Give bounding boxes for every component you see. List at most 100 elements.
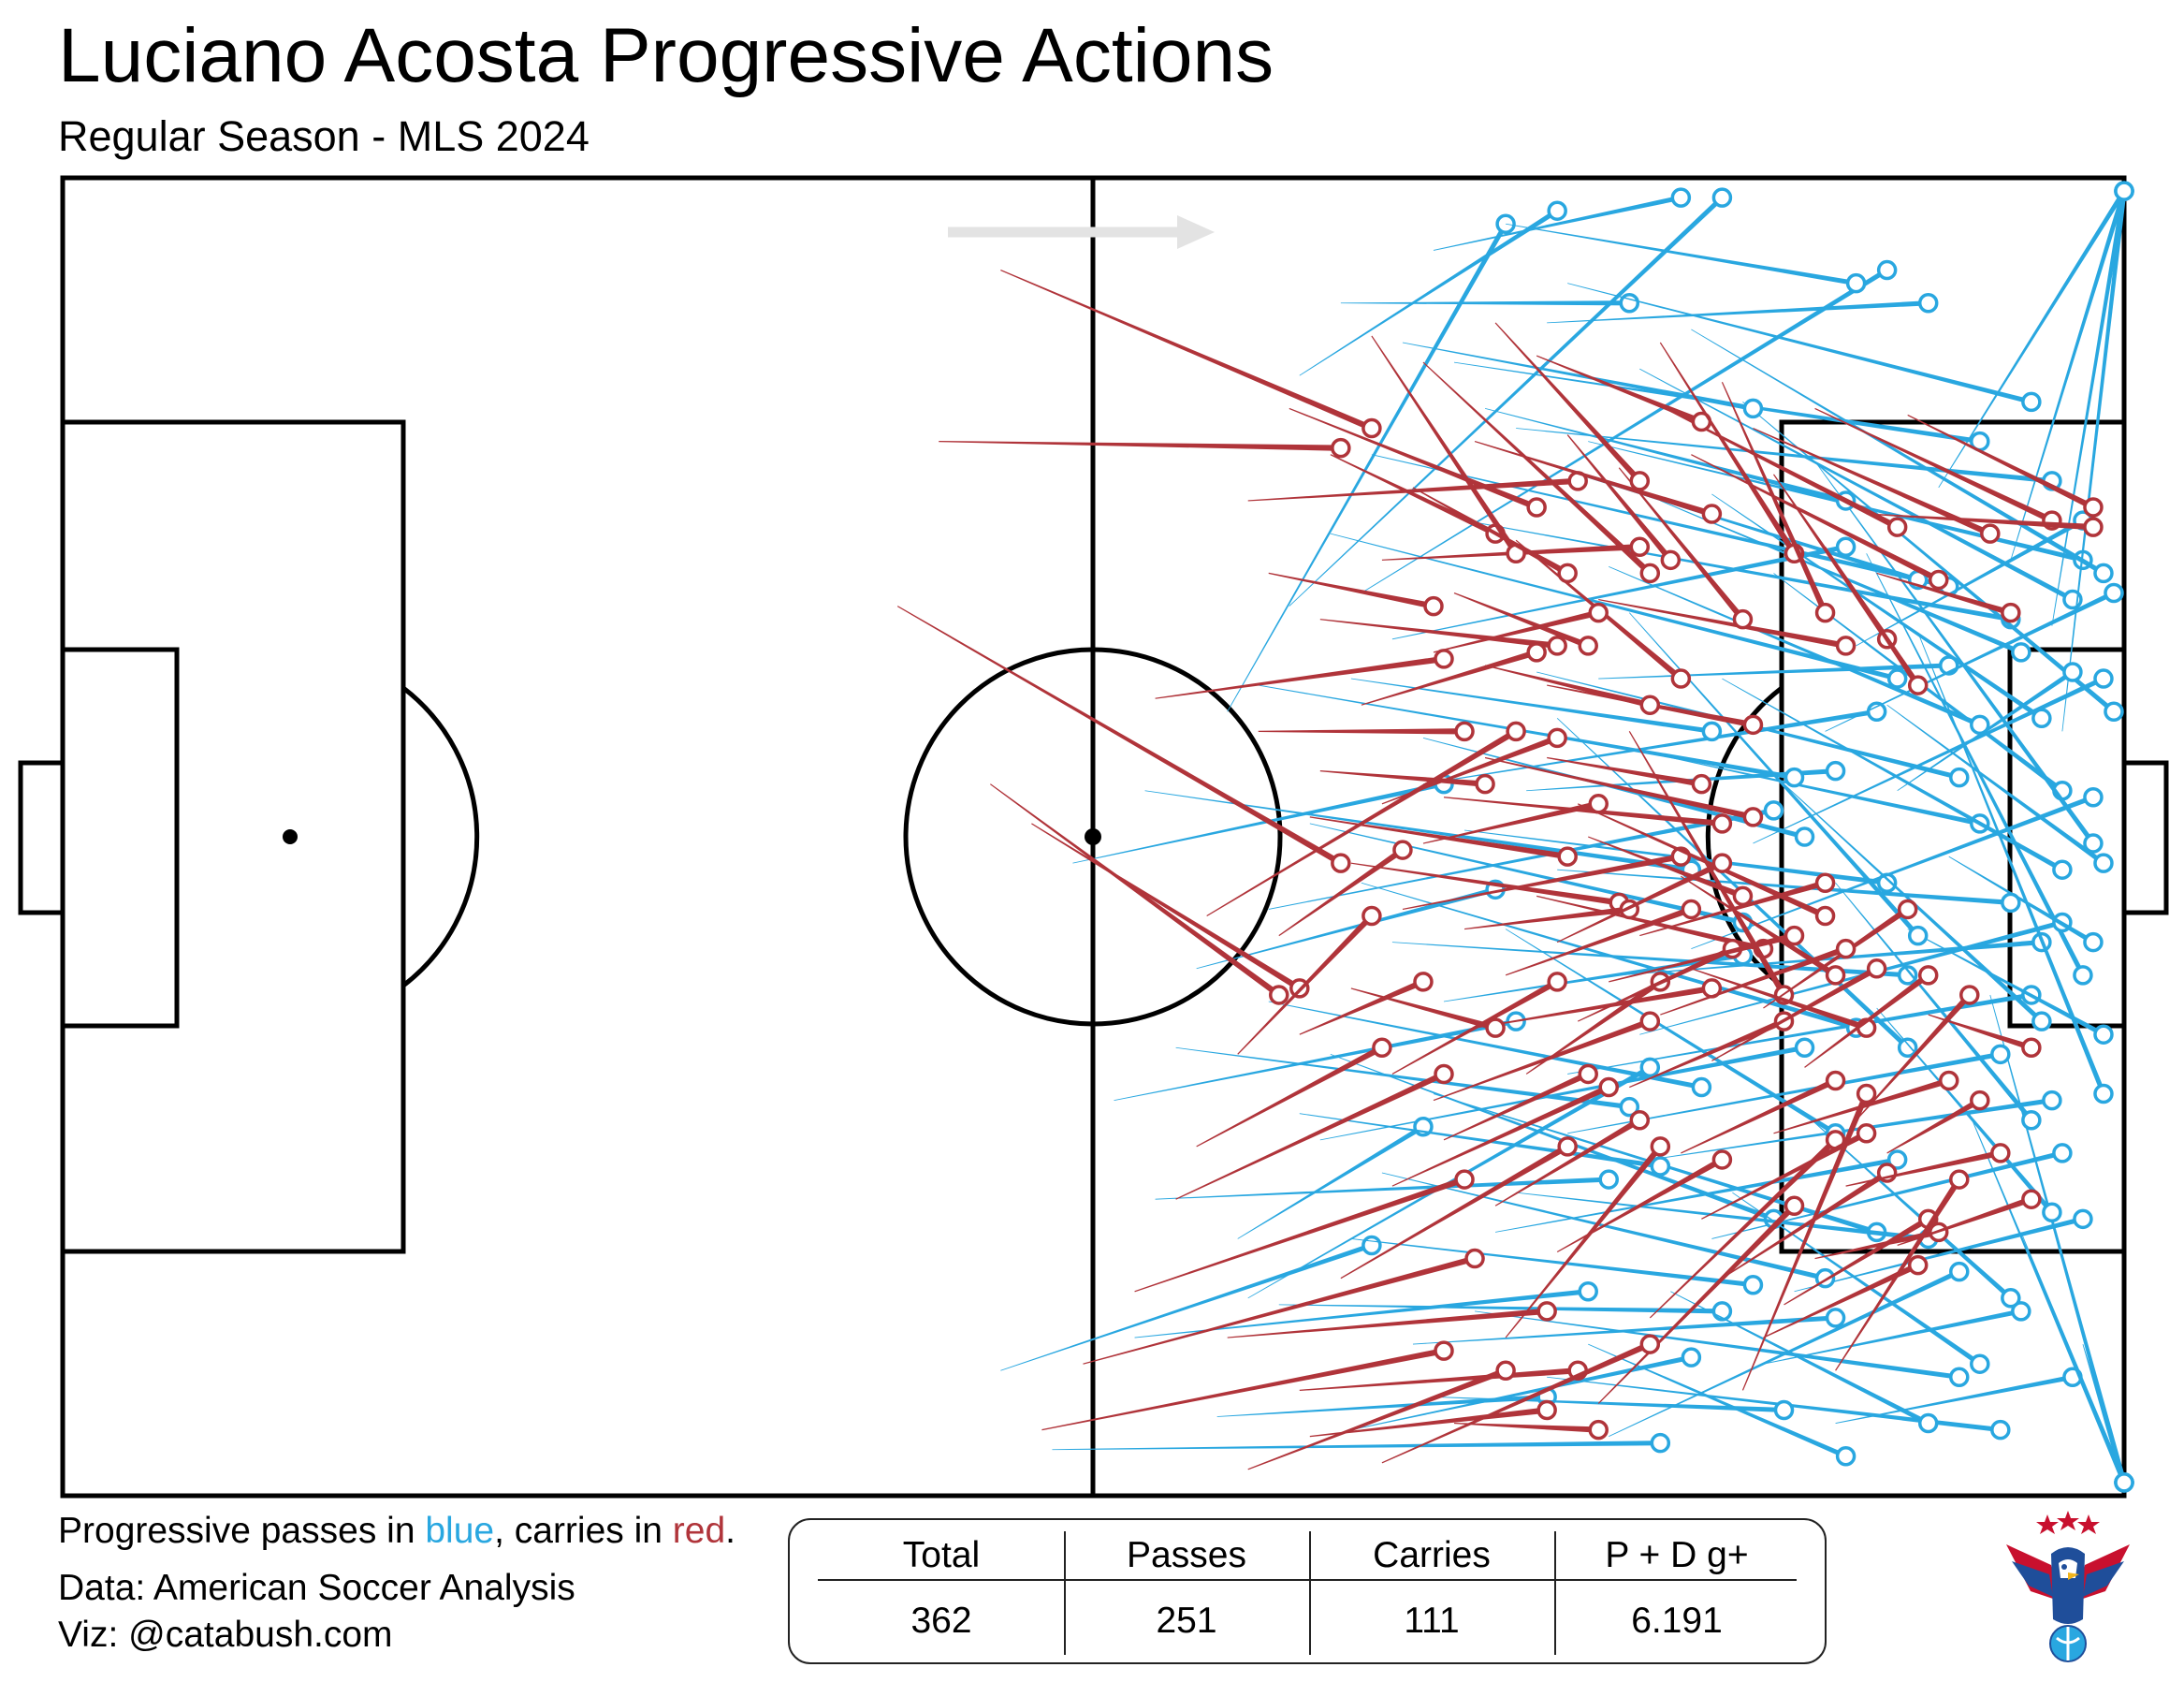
carry-line xyxy=(1814,407,2054,523)
carry-line xyxy=(1268,572,1434,609)
carry-line xyxy=(1453,592,1590,649)
pass-end-point xyxy=(1970,714,1990,736)
pass-end-point xyxy=(1619,293,1640,314)
pass-end-point xyxy=(1990,1419,2011,1441)
carry-end-point xyxy=(1434,649,1454,669)
pass-line xyxy=(1948,856,2095,944)
carry-end-point xyxy=(1547,636,1567,656)
carry-line xyxy=(1784,1216,1930,1306)
pass-end-point xyxy=(1897,965,1918,986)
pass-line xyxy=(1237,1124,1425,1239)
pass-end-point xyxy=(1835,536,1856,557)
carry-line xyxy=(1897,1196,2032,1247)
pass-line xyxy=(1268,1001,1702,1090)
carry-end-point xyxy=(1629,1109,1651,1131)
carry-end-point xyxy=(1650,1136,1671,1157)
carry-end-point xyxy=(1331,437,1351,459)
carry-line xyxy=(1547,756,1702,787)
pass-line xyxy=(1000,1243,1373,1371)
pass-line xyxy=(1475,1310,1960,1380)
viz-credit: Viz: @catabush.com xyxy=(58,1615,393,1655)
pass-line xyxy=(1175,1046,1630,1110)
pass-line xyxy=(2051,190,2127,626)
carry-end-point xyxy=(1639,563,1661,584)
pass-end-point xyxy=(1598,1169,1619,1190)
pass-end-point xyxy=(1578,1281,1598,1302)
pass-end-point xyxy=(2073,965,2093,986)
stats-column-divider xyxy=(1554,1531,1556,1655)
pass-line xyxy=(1268,808,1774,910)
carry-end-point xyxy=(1578,636,1598,656)
carry-end-point xyxy=(1392,840,1413,860)
caption-middle: , carries in xyxy=(494,1511,673,1551)
pass-end-point xyxy=(2114,1472,2134,1493)
pass-line xyxy=(1278,1304,1723,1314)
carry-end-point xyxy=(1536,1399,1557,1421)
carry-end-point xyxy=(1814,905,1836,927)
carry-line xyxy=(1443,797,1723,827)
carry-line xyxy=(1381,1341,1652,1464)
carry-line xyxy=(1196,1045,1384,1148)
carry-end-point xyxy=(1691,773,1712,795)
carry-end-point xyxy=(1598,1076,1619,1098)
pass-line xyxy=(1361,882,1857,1031)
carry-line xyxy=(1474,985,1712,1029)
carry-line xyxy=(1618,467,1745,622)
carry-line xyxy=(1381,735,1559,805)
carry-line xyxy=(1701,1130,1869,1220)
pass-line xyxy=(1886,704,2105,866)
pass-line xyxy=(1567,992,2032,1075)
carry-line xyxy=(896,606,1343,866)
carry-line xyxy=(1804,973,1930,1068)
pass-line xyxy=(1371,454,1950,590)
pass-end-point xyxy=(2093,853,2114,873)
stats-header-total: Total xyxy=(902,1535,981,1575)
pass-end-point xyxy=(2104,582,2124,604)
carry-end-point xyxy=(1711,853,1733,873)
carry-end-point xyxy=(2021,1189,2042,1209)
pass-end-point xyxy=(1835,1446,1856,1467)
carry-line xyxy=(1866,513,2094,531)
left-penalty-box xyxy=(60,419,406,1254)
pass-line xyxy=(1134,1289,1589,1338)
pass-line xyxy=(1835,883,2033,1122)
pass-end-point xyxy=(1711,187,1733,208)
pass-end-point xyxy=(2021,391,2042,413)
carry-line xyxy=(1247,477,1579,502)
carry-line xyxy=(1402,853,1682,911)
carry-line xyxy=(1928,1014,2032,1051)
pass-line xyxy=(1484,408,1847,504)
pass-end-point xyxy=(2042,1202,2062,1223)
pass-line xyxy=(1443,953,1743,1002)
center-spot xyxy=(1085,828,1101,845)
carry-line xyxy=(1247,1368,1507,1470)
carry-line xyxy=(1577,803,1827,919)
carry-line xyxy=(1453,1422,1599,1433)
stats-header-carries: Carries xyxy=(1373,1535,1491,1575)
pass-line xyxy=(1907,929,2105,1037)
carry-end-point xyxy=(1835,636,1856,656)
carry-line xyxy=(1443,1071,1590,1141)
carry-end-point xyxy=(1866,958,1887,979)
pass-end-point xyxy=(2011,1301,2031,1322)
pass-line xyxy=(1866,553,2086,977)
carry-line xyxy=(1681,875,1838,978)
pass-end-point xyxy=(2031,1011,2052,1031)
pass-end-point xyxy=(1547,200,1567,221)
carry-end-point xyxy=(1886,517,1908,537)
carry-line xyxy=(1856,992,1973,1121)
pass-end-point xyxy=(1670,187,1692,208)
pass-line xyxy=(1547,1376,2002,1433)
carry-end-point xyxy=(1639,1334,1661,1354)
carry-line xyxy=(1340,1144,1569,1280)
carry-line xyxy=(1628,731,1787,997)
pass-end-point xyxy=(2083,833,2104,854)
pass-end-point xyxy=(2093,668,2114,689)
pass-line xyxy=(1588,441,2084,563)
pass-line xyxy=(1258,684,1795,781)
carry-line xyxy=(1134,1177,1466,1293)
caption-red-word: red xyxy=(672,1511,726,1551)
carry-end-point xyxy=(1825,965,1846,986)
carry-line xyxy=(1412,487,1569,577)
carry-line xyxy=(1237,914,1375,1055)
